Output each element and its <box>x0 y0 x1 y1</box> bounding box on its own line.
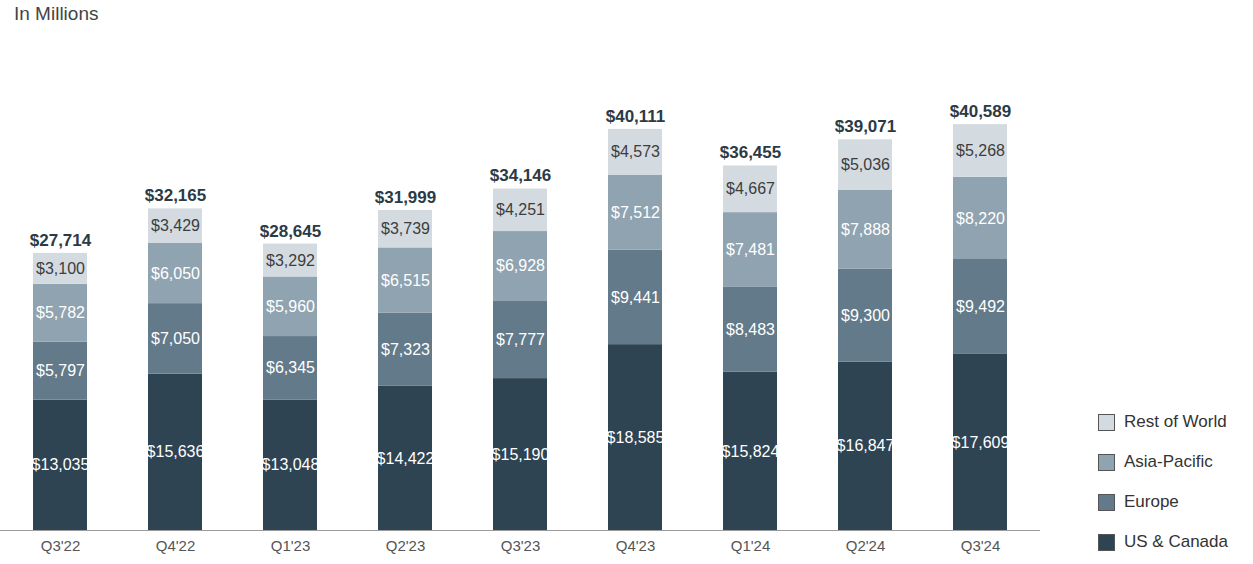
svg-text:$16,847: $16,847 <box>837 437 895 454</box>
svg-text:$15,636: $15,636 <box>147 443 205 460</box>
svg-text:Q3'24: Q3'24 <box>961 537 1001 554</box>
svg-text:$40,111: $40,111 <box>606 107 666 126</box>
svg-text:$40,589: $40,589 <box>950 102 1011 121</box>
svg-text:Q2'23: Q2'23 <box>386 537 426 554</box>
svg-text:$6,515: $6,515 <box>381 272 430 289</box>
svg-text:$3,100: $3,100 <box>36 260 85 277</box>
svg-text:Q1'23: Q1'23 <box>271 537 311 554</box>
svg-text:$5,036: $5,036 <box>841 156 890 173</box>
svg-text:$8,220: $8,220 <box>956 210 1005 227</box>
html-text:Asia-Pacific: Asia-Pacific <box>1124 452 1213 471</box>
svg-text:$6,050: $6,050 <box>151 265 200 282</box>
svg-text:Q2'24: Q2'24 <box>846 537 886 554</box>
svg-text:$32,165: $32,165 <box>145 186 206 205</box>
svg-text:Q4'23: Q4'23 <box>616 537 656 554</box>
svg-text:$31,999: $31,999 <box>375 188 436 207</box>
html-text:Europe: Europe <box>1124 492 1179 511</box>
svg-text:$4,251: $4,251 <box>496 201 545 218</box>
svg-text:$5,797: $5,797 <box>36 362 85 379</box>
svg-text:$5,782: $5,782 <box>36 304 85 321</box>
svg-text:$7,481: $7,481 <box>726 241 775 258</box>
svg-text:$5,268: $5,268 <box>956 142 1005 159</box>
svg-text:$18,585: $18,585 <box>607 429 665 446</box>
svg-text:$13,035: $13,035 <box>32 456 90 473</box>
svg-text:$34,146: $34,146 <box>490 166 551 185</box>
html-text:US & Canada: US & Canada <box>1124 532 1228 551</box>
svg-text:$36,455: $36,455 <box>720 143 781 162</box>
svg-text:$15,190: $15,190 <box>492 446 550 463</box>
svg-text:$3,292: $3,292 <box>266 252 315 269</box>
svg-text:$3,739: $3,739 <box>381 220 430 237</box>
svg-text:Q1'24: Q1'24 <box>731 537 771 554</box>
svg-text:$15,824: $15,824 <box>722 443 780 460</box>
html-text:In Millions: In Millions <box>14 3 99 24</box>
svg-text:$7,323: $7,323 <box>381 341 430 358</box>
svg-text:$6,345: $6,345 <box>266 359 315 376</box>
svg-text:$5,960: $5,960 <box>266 298 315 315</box>
svg-text:$8,483: $8,483 <box>726 321 775 338</box>
svg-text:$9,300: $9,300 <box>841 307 890 324</box>
svg-text:$9,441: $9,441 <box>611 289 660 306</box>
svg-text:$39,071: $39,071 <box>835 117 896 136</box>
svg-text:Q3'22: Q3'22 <box>41 537 81 554</box>
html-text:Rest of World: Rest of World <box>1124 412 1227 431</box>
svg-text:$17,609: $17,609 <box>952 434 1010 451</box>
svg-text:$7,512: $7,512 <box>611 204 660 221</box>
svg-text:$7,888: $7,888 <box>841 221 890 238</box>
svg-text:$13,048: $13,048 <box>262 456 320 473</box>
svg-text:Q3'23: Q3'23 <box>501 537 541 554</box>
svg-text:$9,492: $9,492 <box>956 298 1005 315</box>
svg-text:$27,714: $27,714 <box>30 231 92 250</box>
svg-text:$4,573: $4,573 <box>611 143 660 160</box>
svg-text:$6,928: $6,928 <box>496 257 545 274</box>
svg-text:$7,050: $7,050 <box>151 330 200 347</box>
svg-text:$3,429: $3,429 <box>151 217 200 234</box>
svg-text:$4,667: $4,667 <box>726 180 775 197</box>
svg-text:$14,422: $14,422 <box>377 450 435 467</box>
svg-text:$7,777: $7,777 <box>496 331 545 348</box>
svg-text:Q4'22: Q4'22 <box>156 537 196 554</box>
svg-text:$28,645: $28,645 <box>260 221 321 240</box>
